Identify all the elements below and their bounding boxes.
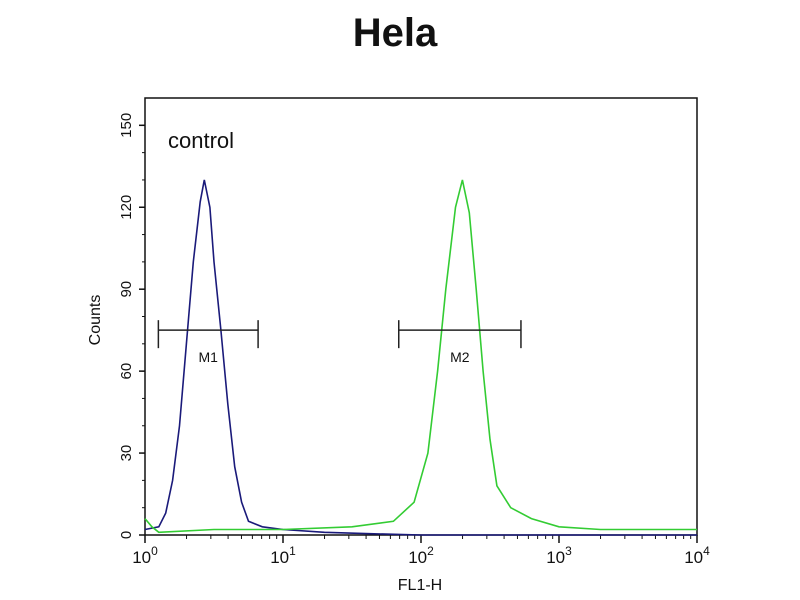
y-tick-label: 150 (118, 113, 135, 138)
y-tick-label: 0 (118, 531, 135, 539)
x-axis-label: FL1-H (398, 577, 442, 594)
marker-label: M1 (199, 349, 219, 365)
histogram-control (144, 179, 697, 536)
y-tick-label: 60 (118, 363, 135, 380)
y-tick-label: 90 (118, 281, 135, 298)
chart-title: Hela (353, 11, 438, 55)
x-tick-label: 101 (270, 544, 296, 567)
histogram-sample (144, 179, 697, 534)
y-tick-label: 120 (118, 195, 135, 220)
plot-frame (144, 97, 698, 536)
control-annotation: control (168, 128, 234, 153)
marker-label: M2 (450, 349, 470, 365)
y-tick-label: 30 (118, 445, 135, 462)
x-tick-label: 100 (132, 544, 158, 567)
x-tick-label: 103 (546, 544, 572, 567)
y-axis-label: Counts (87, 295, 104, 346)
x-tick-label: 104 (684, 544, 710, 567)
x-tick-label: 102 (408, 544, 434, 567)
